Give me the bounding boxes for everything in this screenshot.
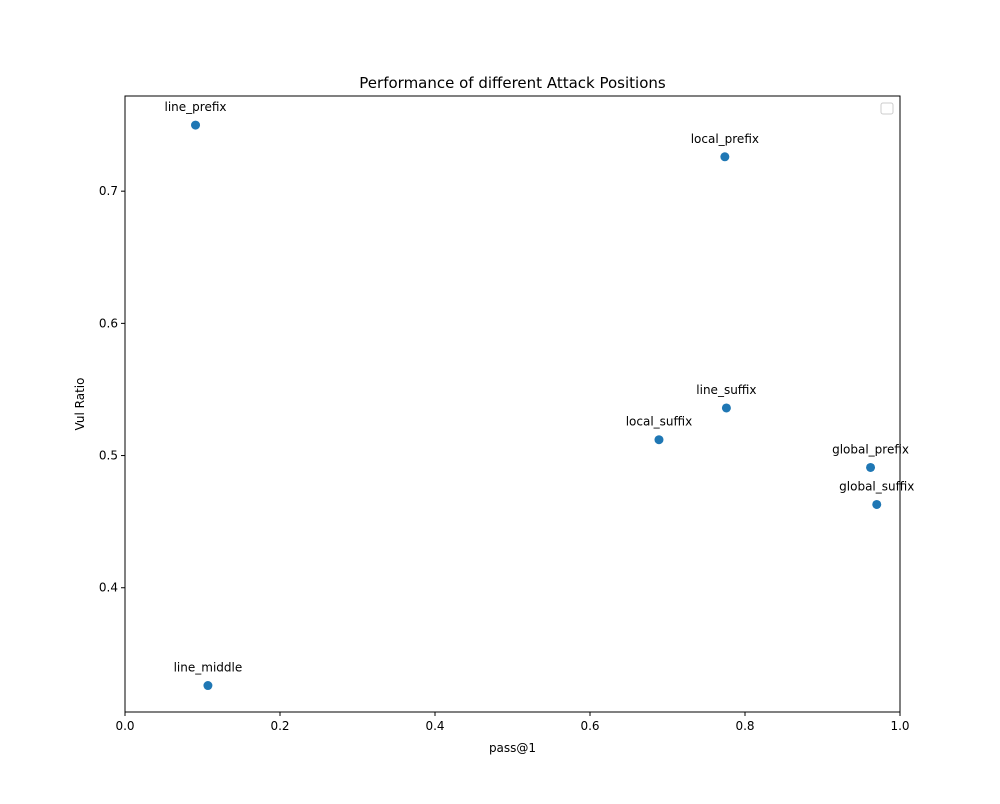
scatter-point-local-prefix — [720, 152, 730, 162]
plot-frame — [124, 95, 901, 713]
point-labels: line_prefix local_prefix line_suffix local_… — [165, 100, 915, 674]
chart-title: Performance of different Attack Position… — [359, 74, 666, 92]
x-tick-label: 0.2 — [270, 719, 289, 733]
point-label-local-prefix: local_prefix — [691, 132, 759, 146]
scatter-point-line-suffix — [721, 403, 731, 413]
x-axis-label: pass@1 — [489, 741, 536, 755]
x-tick-label: 1.0 — [890, 719, 909, 733]
scatter-point-global-prefix — [866, 462, 876, 472]
y-tick-label: 0.4 — [99, 581, 118, 595]
y-axis-label: Vul Ratio — [73, 378, 87, 431]
y-tick-label: 0.6 — [99, 316, 118, 330]
point-label-global-prefix: global_prefix — [832, 442, 909, 456]
plot-area — [124, 95, 901, 713]
point-label-line-prefix: line_prefix — [165, 100, 227, 114]
scatter-point-local-suffix — [654, 435, 664, 445]
scatter-point-line-prefix — [191, 120, 201, 130]
x-tick-label: 0.0 — [115, 719, 134, 733]
point-label-local-suffix: local_suffix — [626, 415, 693, 429]
x-tick-label: 0.6 — [580, 719, 599, 733]
x-tick-label: 0.4 — [425, 719, 444, 733]
x-tick-label: 0.8 — [735, 719, 754, 733]
point-label-line-suffix: line_suffix — [696, 383, 756, 397]
x-axis-ticks: 0.0 0.2 0.4 0.6 0.8 1.0 — [115, 712, 910, 733]
scatter-point-global-suffix — [872, 499, 882, 509]
y-axis-ticks: 0.4 0.5 0.6 0.7 — [99, 184, 125, 595]
scatter-point-line-middle — [203, 681, 213, 691]
point-label-line-middle: line_middle — [174, 661, 243, 675]
legend-box — [880, 102, 894, 115]
data-points — [191, 120, 882, 691]
y-tick-label: 0.5 — [99, 449, 118, 463]
point-label-global-suffix: global_suffix — [839, 479, 914, 493]
y-tick-label: 0.7 — [99, 184, 118, 198]
